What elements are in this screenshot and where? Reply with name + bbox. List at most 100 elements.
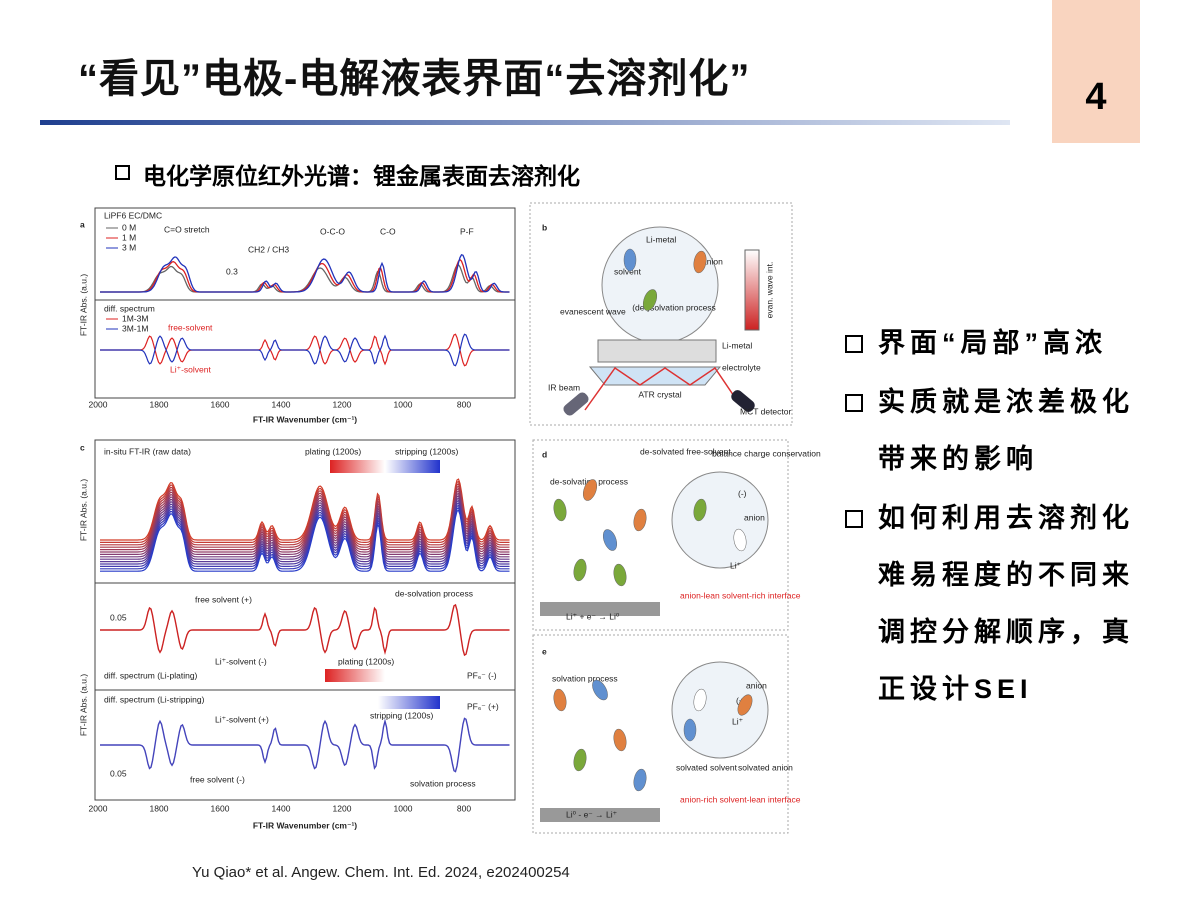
spectrum [100, 480, 510, 543]
x-tick-label: 1200 [333, 803, 352, 813]
checkbox [845, 335, 863, 353]
figure-label: e [542, 646, 547, 656]
molecule [633, 768, 647, 792]
x-tick-label: 1600 [211, 399, 230, 409]
figure-label: anion [744, 512, 765, 522]
bullet: 界面“局部”高浓 [845, 315, 1158, 372]
figure-label: (-) [738, 488, 747, 498]
y-axis-label: FT-IR Abs. (a.u.) [78, 274, 88, 337]
molecule [553, 498, 567, 522]
spectrum [100, 497, 510, 560]
spectrum [100, 490, 510, 553]
bullet-text: 界面“局部”高浓 [878, 328, 1107, 358]
spectrum [100, 483, 510, 546]
figure-label: LiPF6 EC/DMC [104, 210, 162, 220]
y-axis-label: FT-IR Abs. (a.u.) [78, 674, 88, 737]
figure-label: PF₆⁻ (+) [467, 701, 499, 711]
zoom-circle [601, 226, 719, 344]
subtitle: 电化学原位红外光谱：锂金属表面去溶剂化 [143, 163, 580, 189]
x-tick-label: 1400 [272, 803, 291, 813]
molecule [693, 688, 707, 712]
peak-label: CH2 / CH3 [248, 244, 289, 254]
spectrum [100, 504, 510, 567]
color-bar [378, 696, 440, 709]
atr-crystal [588, 366, 722, 386]
figure-label: solvation process [410, 778, 476, 788]
spectrum [100, 487, 510, 551]
legend-label: 3M-1M [122, 323, 148, 333]
bullet: 实质就是浓差极化带来的影响 [845, 374, 1158, 488]
figure-label: a [80, 219, 85, 229]
spectrum [100, 333, 510, 367]
figure-label: (de-)solvation process [632, 302, 716, 312]
x-axis-label: FT-IR Wavenumber (cm⁻¹) [253, 414, 357, 424]
bullet-text: 如何利用去溶剂化难易程度的不同来调控分解顺序，真正设计SEI [878, 503, 1134, 704]
molecule [613, 563, 627, 587]
figure-label: electrolyte [722, 362, 761, 372]
molecule [613, 728, 627, 752]
molecule [693, 498, 707, 522]
spectrum [100, 507, 510, 570]
peak-label: P-F [460, 226, 474, 236]
figure-label: Li⁺ [732, 716, 743, 726]
spectrum [100, 492, 510, 555]
spectrum [100, 603, 510, 657]
panel-e-frame [532, 634, 789, 834]
figure-label: b [542, 222, 547, 232]
molecule [642, 289, 658, 311]
figure-label: plating (1200s) [305, 446, 361, 456]
figure-label: IR beam [548, 382, 580, 392]
zoom-circle [671, 661, 769, 759]
figure-label: stripping (1200s) [395, 446, 458, 456]
figure-label: evanescent wave [560, 306, 626, 316]
peak-label: C=O stretch [164, 224, 210, 234]
slide-title: “看见”电极-电解液表界面“去溶剂化” [78, 57, 751, 101]
figure-label: anion-lean solvent-rich interface [680, 590, 801, 600]
figure-label: MCT detector [740, 406, 792, 416]
x-tick-label: 1400 [272, 399, 291, 409]
color-bar [330, 460, 385, 473]
bullet-list: 界面“局部”高浓 实质就是浓差极化带来的影响 如何利用去溶剂化难易程度的不同来调… [845, 315, 1165, 720]
x-tick-label: 2000 [89, 803, 108, 813]
peak-label: C-O [380, 226, 396, 236]
figure-label: Li⁺ + e⁻ → Li⁰ [566, 611, 620, 621]
electrode [540, 808, 660, 822]
figure-label: Li⁰ - e⁻ → Li⁺ [566, 809, 617, 819]
electrode [540, 602, 660, 616]
figure-label: free solvent (+) [195, 594, 252, 604]
figure-label: diff. spectrum [104, 303, 155, 313]
molecule [683, 718, 697, 742]
figure-label: c [80, 442, 85, 452]
figure-label: plating (1200s) [338, 656, 394, 666]
x-tick-label: 1000 [394, 803, 413, 813]
molecule [582, 479, 598, 501]
molecule [573, 748, 587, 772]
intensity-bar [744, 249, 760, 331]
figure-label: solvated solvent [676, 762, 738, 772]
molecule [602, 529, 618, 551]
spectrum [100, 485, 510, 548]
molecule [623, 248, 637, 272]
figure-label: in-situ FT-IR (raw data) [104, 446, 191, 456]
li-metal [597, 339, 717, 363]
figure-label: stripping (1200s) [370, 710, 433, 720]
figure-label: evan. wave int. [764, 262, 774, 319]
figure-label: ATR crystal [638, 389, 681, 399]
x-tick-label: 800 [457, 399, 471, 409]
figure-label: Li⁺-solvent [170, 364, 212, 374]
panel-c-frame [94, 439, 516, 801]
x-tick-label: 800 [457, 803, 471, 813]
figure-label: anion [702, 256, 723, 266]
spectrum [100, 502, 510, 565]
figure-label: PF₆⁻ (-) [467, 670, 497, 680]
ir-path [584, 366, 741, 411]
x-tick-label: 1800 [150, 399, 169, 409]
figure-label: Li-metal [646, 234, 676, 244]
figure-label: anion [746, 680, 767, 690]
legend-label: 1M-3M [122, 313, 148, 323]
figure-label: solvation process [552, 673, 618, 683]
color-bar [325, 669, 385, 682]
figure-label: de-solvation process [395, 588, 473, 598]
spectrum [100, 717, 510, 773]
